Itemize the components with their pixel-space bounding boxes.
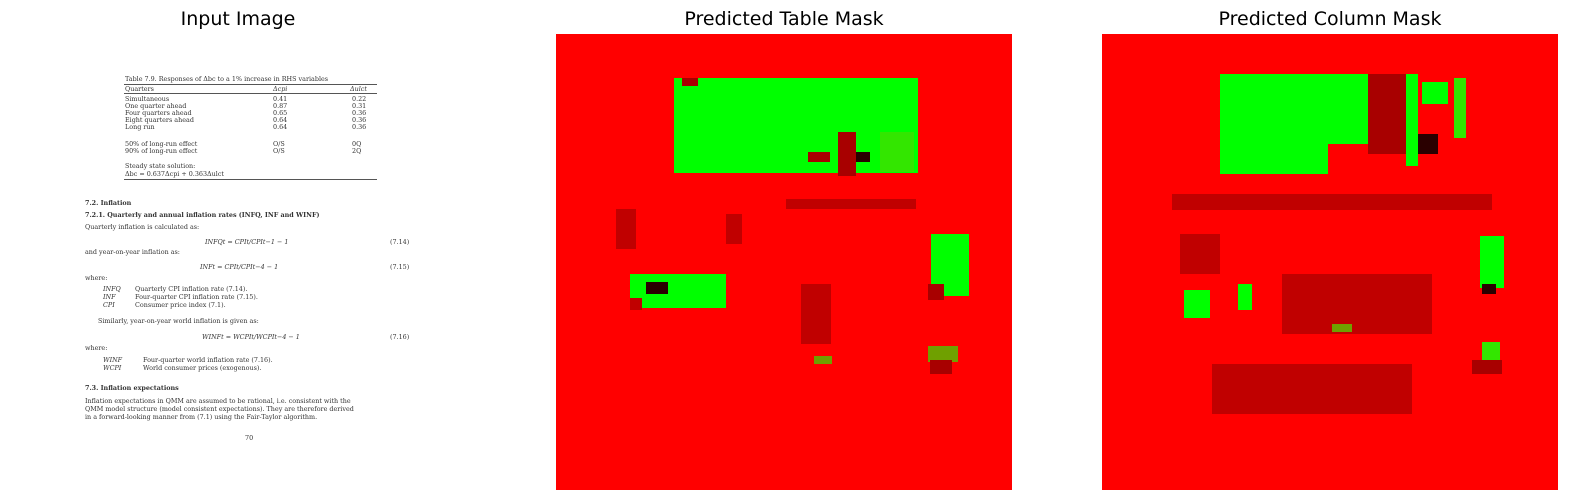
mask-artifact: [930, 360, 952, 374]
column-region-blob: [1238, 284, 1252, 310]
mask-artifact: [814, 356, 832, 364]
table-top-rule: [124, 84, 377, 85]
table-cell-dcpi: O/S: [273, 140, 285, 148]
mask-artifact: [808, 152, 830, 162]
table-region-blob: [630, 274, 726, 308]
column-region-blob: [1184, 290, 1210, 318]
equation-3-number: (7.16): [390, 333, 410, 341]
where-label-2: where:: [85, 344, 108, 352]
section-heading-2: 7.3. Inflation expectations: [85, 384, 179, 392]
table-region-blob: [880, 132, 914, 172]
definition-text: Four-quarter CPI inflation rate (7.15).: [135, 293, 258, 301]
mask-artifact: [1332, 324, 1352, 332]
mask-artifact: [786, 199, 916, 209]
panel-title-input: Input Image: [180, 8, 296, 30]
definition-text: Four-quarter world inflation rate (7.16)…: [143, 356, 273, 364]
mask-artifact: [646, 282, 668, 294]
table-cell-dcpi: 0.41: [273, 95, 288, 103]
paragraph-1: Quarterly inflation is calculated as:: [85, 223, 200, 231]
mask-artifact: [838, 132, 856, 176]
equation-1-number: (7.14): [390, 238, 410, 246]
table-cell-dulct: 0.36: [352, 109, 367, 117]
mask-artifact: [1472, 360, 1502, 374]
mask-artifact: [1418, 134, 1438, 154]
paragraph-3: Similarly, year-on-year world inflation …: [98, 317, 259, 325]
mask-artifact: [616, 209, 636, 249]
table-cell-label: Four quarters ahead: [125, 109, 192, 117]
table-cell-label: Eight quarters ahead: [125, 116, 194, 124]
column-region-blob: [1406, 74, 1418, 166]
table-cell-dulct: 0.36: [352, 123, 367, 131]
table-cell-label: 50% of long-run effect: [125, 140, 198, 148]
table-cell-dcpi: 0.64: [273, 116, 288, 124]
paragraph-4-line: QMM model structure (model consistent ex…: [85, 405, 354, 413]
page-number: 70: [245, 434, 254, 442]
mask-artifact: [1282, 274, 1432, 334]
mask-artifact: [1482, 284, 1496, 294]
table-cell-label: Simultaneous: [125, 95, 170, 103]
equation-1: INFQt = CPIt/CPIt−1 − 1: [205, 238, 289, 246]
definition-text: World consumer prices (exogenous).: [143, 364, 262, 372]
table-header-dcpi: Δcpi: [273, 85, 288, 93]
mask-artifact: [928, 284, 944, 300]
column-mask-panel: [1102, 34, 1558, 490]
steady-state-label: Steady state solution:: [125, 162, 196, 170]
table-cell-dulct: 2Q: [352, 147, 362, 155]
column-region-blob: [1422, 82, 1448, 104]
table-header-quarters: Quarters: [125, 85, 154, 93]
definition-symbol: CPI: [103, 301, 115, 309]
mask-artifact: [856, 152, 870, 162]
mask-artifact: [682, 78, 698, 86]
table-cell-label: Long run: [125, 123, 155, 131]
table-bottom-rule: [124, 179, 377, 180]
equation-2-number: (7.15): [390, 263, 410, 271]
mask-artifact: [630, 298, 642, 310]
paragraph-4-line: Inflation expectations in QMM are assume…: [85, 397, 351, 405]
mask-artifact: [1172, 194, 1492, 210]
panel-title-column-mask: Predicted Column Mask: [1218, 8, 1442, 30]
column-region-blob: [1480, 236, 1504, 288]
mask-artifact: [1368, 74, 1406, 154]
definition-symbol: INF: [103, 293, 116, 301]
equation-3: WINFt = WCPIt/WCPIt−4 − 1: [202, 333, 300, 341]
table-header-dulct: Δulct: [350, 85, 367, 93]
panel-title-table-mask: Predicted Table Mask: [684, 8, 884, 30]
table-cell-dulct: 0.36: [352, 116, 367, 124]
table-cell-dulct: 0Q: [352, 140, 362, 148]
table-cell-dcpi: O/S: [273, 147, 285, 155]
definition-text: Consumer price index (7.1).: [135, 301, 226, 309]
table-cell-label: One quarter ahead: [125, 102, 187, 110]
definition-text: Quarterly CPI inflation rate (7.14).: [135, 285, 248, 293]
column-region-blob: [1482, 342, 1500, 360]
table-cell-dcpi: 0.65: [273, 109, 288, 117]
mask-artifact: [1180, 234, 1220, 274]
input-image-panel: Table 7.9. Responses of Δbc to a 1% incr…: [10, 34, 466, 490]
table-cell-label: 90% of long-run effect: [125, 147, 198, 155]
table-mask-panel: [556, 34, 1012, 490]
table-cell-dulct: 0.22: [352, 95, 367, 103]
table-cell-dulct: 0.31: [352, 102, 367, 110]
section-heading: 7.2. Inflation: [85, 199, 132, 207]
table-cell-dcpi: 0.64: [273, 123, 288, 131]
definition-symbol: WINF: [103, 356, 123, 364]
table-cell-dcpi: 0.87: [273, 102, 288, 110]
column-region-blob: [1328, 74, 1368, 144]
mask-artifact: [1212, 364, 1412, 414]
mask-artifact: [801, 284, 831, 344]
paragraph-4-line: in a forward-looking manner from (7.1) u…: [85, 413, 318, 421]
steady-state-equation: Δbc = 0.637Δcpi + 0.363Δulct: [125, 170, 224, 178]
mask-artifact: [726, 214, 742, 244]
paragraph-2: and year-on-year inflation as:: [85, 248, 180, 256]
column-region-blob: [1454, 78, 1466, 138]
table-header-rule: [124, 93, 377, 94]
column-region-blob: [1220, 74, 1328, 174]
subsection-heading: 7.2.1. Quarterly and annual inflation ra…: [85, 211, 320, 219]
definition-symbol: WCPI: [103, 364, 122, 372]
definition-symbol: INFQ: [103, 285, 121, 293]
mask-artifact: [928, 346, 958, 362]
where-label-1: where:: [85, 274, 108, 282]
table-region-blob: [674, 78, 918, 173]
table-caption: Table 7.9. Responses of Δbc to a 1% incr…: [125, 75, 329, 83]
equation-2: INFt = CPIt/CPIt−4 − 1: [200, 263, 279, 271]
